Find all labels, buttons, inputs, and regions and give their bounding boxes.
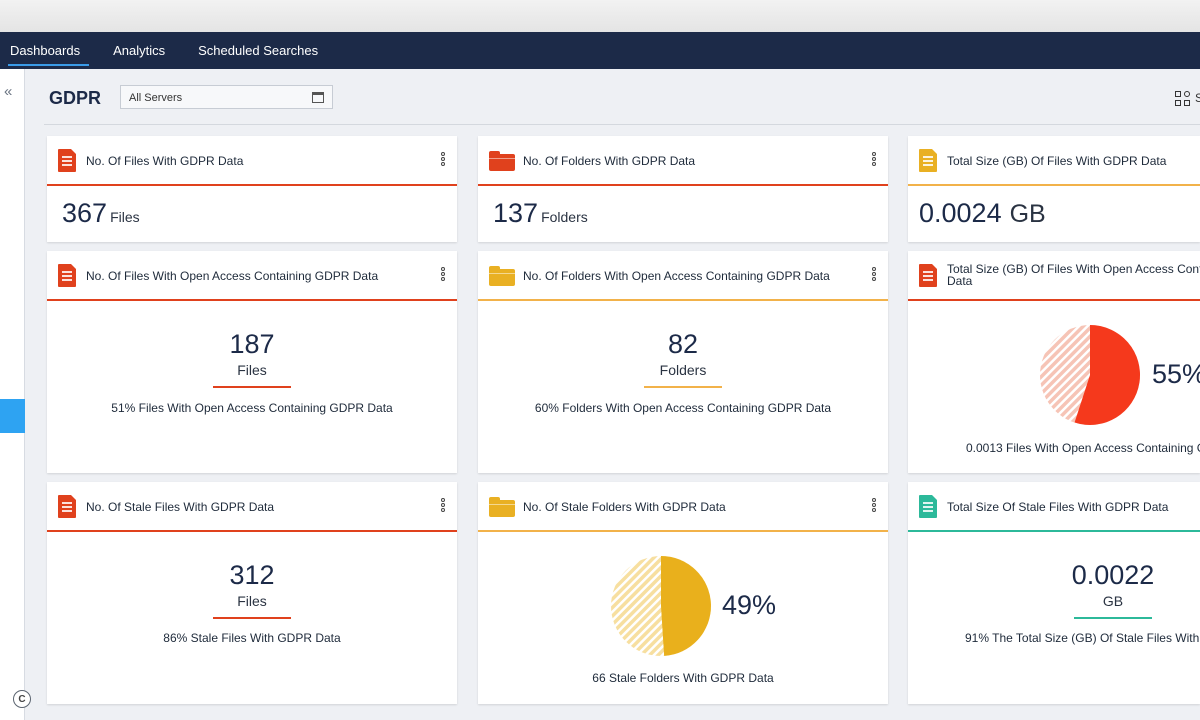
pie-chart xyxy=(611,556,711,656)
card-title: Total Size Of Stale Files With GDPR Data xyxy=(947,500,1169,514)
card-header: No. Of Folders With GDPR Data xyxy=(478,136,888,186)
collapse-sidebar-icon[interactable]: « xyxy=(4,83,13,100)
stat-value: 137 Folders xyxy=(493,198,588,228)
card-title: No. Of Files With Open Access Containing… xyxy=(86,269,379,283)
add-widget-label[interactable]: S xyxy=(1195,91,1200,105)
more-options-icon[interactable] xyxy=(872,498,876,514)
stat-value: 0.0022 GB xyxy=(908,560,1200,619)
card-header: No. Of Files With GDPR Data xyxy=(47,136,457,186)
pie-chart xyxy=(1040,325,1141,425)
stat-underline xyxy=(213,617,291,619)
document-icon xyxy=(58,264,76,287)
more-options-icon[interactable] xyxy=(441,267,445,283)
document-icon xyxy=(919,495,937,518)
browser-chrome xyxy=(0,0,1200,32)
pie-percent: 49% xyxy=(722,590,777,620)
card-header: Total Size (GB) Of Files With Open Acces… xyxy=(908,251,1200,301)
more-options-icon[interactable] xyxy=(441,498,445,514)
card-files-gdpr: No. Of Files With GDPR Data 367 Files xyxy=(47,136,457,242)
stat-caption: 86% Stale Files With GDPR Data xyxy=(163,631,341,645)
more-options-icon[interactable] xyxy=(441,152,445,168)
card-folders-gdpr: No. Of Folders With GDPR Data 137 Folders xyxy=(478,136,888,242)
pie-slice-value xyxy=(1074,325,1141,425)
folder-icon xyxy=(489,266,515,286)
server-select-value: All Servers xyxy=(129,92,183,104)
card-header: Total Size Of Stale Files With GDPR Data xyxy=(908,482,1200,532)
more-options-icon[interactable] xyxy=(872,267,876,283)
card-header: Total Size (GB) Of Files With GDPR Data xyxy=(908,136,1200,186)
card-size-gdpr: Total Size (GB) Of Files With GDPR Data … xyxy=(908,136,1200,242)
card-open-access-folders: No. Of Folders With Open Access Containi… xyxy=(478,251,888,473)
card-title: Total Size (GB) Of Files With Open Acces… xyxy=(947,262,1200,288)
stat-underline xyxy=(213,386,291,388)
document-icon xyxy=(919,149,937,172)
pie-slice-value xyxy=(661,556,711,656)
tab-label: Scheduled Searches xyxy=(198,43,319,58)
card-title: Total Size (GB) Of Files With GDPR Data xyxy=(947,154,1167,168)
tab-dashboards[interactable]: Dashboards xyxy=(0,32,97,69)
card-open-access-files: No. Of Files With Open Access Containing… xyxy=(47,251,457,473)
stat-underline xyxy=(644,386,722,388)
stat-value: 367 Files xyxy=(62,198,140,228)
card-stale-size: Total Size Of Stale Files With GDPR Data… xyxy=(908,482,1200,704)
server-select[interactable]: All Servers xyxy=(120,85,333,109)
stat-caption: 66 Stale Folders With GDPR Data xyxy=(592,671,774,685)
document-icon xyxy=(919,264,937,287)
stat-underline xyxy=(1074,617,1152,619)
pie-percent: 55% xyxy=(1152,359,1200,389)
tab-analytics[interactable]: Analytics xyxy=(103,32,182,69)
card-header: No. Of Stale Folders With GDPR Data xyxy=(478,482,888,532)
card-stale-files: No. Of Stale Files With GDPR Data 312 Fi… xyxy=(47,482,457,704)
card-open-access-size: Total Size (GB) Of Files With Open Acces… xyxy=(908,251,1200,473)
stat-caption: 51% Files With Open Access Containing GD… xyxy=(111,401,393,415)
page-title: GDPR xyxy=(49,88,102,108)
tab-label: Dashboards xyxy=(10,43,81,58)
stat-caption: 0.0013 Files With Open Access Containing… xyxy=(966,441,1200,455)
folder-icon xyxy=(489,497,515,517)
sidebar: « xyxy=(0,69,25,720)
sidebar-active-item[interactable] xyxy=(0,399,25,433)
card-title: No. Of Stale Folders With GDPR Data xyxy=(523,500,726,514)
card-header: No. Of Stale Files With GDPR Data xyxy=(47,482,457,532)
stat-value: 82 Folders xyxy=(478,329,888,388)
card-title: No. Of Folders With Open Access Containi… xyxy=(523,269,830,283)
card-title: No. Of Stale Files With GDPR Data xyxy=(86,500,275,514)
top-navigation: Dashboards Analytics Scheduled Searches xyxy=(0,32,1200,69)
card-title: No. Of Folders With GDPR Data xyxy=(523,154,696,168)
tab-label: Analytics xyxy=(113,43,166,58)
folder-icon xyxy=(489,151,515,171)
add-widget-icon[interactable] xyxy=(1175,91,1191,107)
stat-caption: 60% Folders With Open Access Containing … xyxy=(534,401,832,415)
card-header: No. Of Folders With Open Access Containi… xyxy=(478,251,888,301)
header-divider xyxy=(44,124,1200,125)
copyright-icon: C xyxy=(13,690,31,708)
calendar-icon[interactable] xyxy=(312,92,324,103)
more-options-icon[interactable] xyxy=(872,152,876,168)
document-icon xyxy=(58,495,76,518)
tab-scheduled-searches[interactable]: Scheduled Searches xyxy=(188,32,335,69)
stat-value: 0.0024 GB xyxy=(919,198,1046,228)
card-header: No. Of Files With Open Access Containing… xyxy=(47,251,457,301)
stat-value: 312 Files xyxy=(47,560,457,619)
document-icon xyxy=(58,149,76,172)
stat-value: 187 Files xyxy=(47,329,457,388)
stat-caption: 91% The Total Size (GB) Of Stale Files W… xyxy=(965,631,1200,645)
card-stale-folders: No. Of Stale Folders With GDPR Data 49% … xyxy=(478,482,888,704)
card-title: No. Of Files With GDPR Data xyxy=(86,154,244,168)
